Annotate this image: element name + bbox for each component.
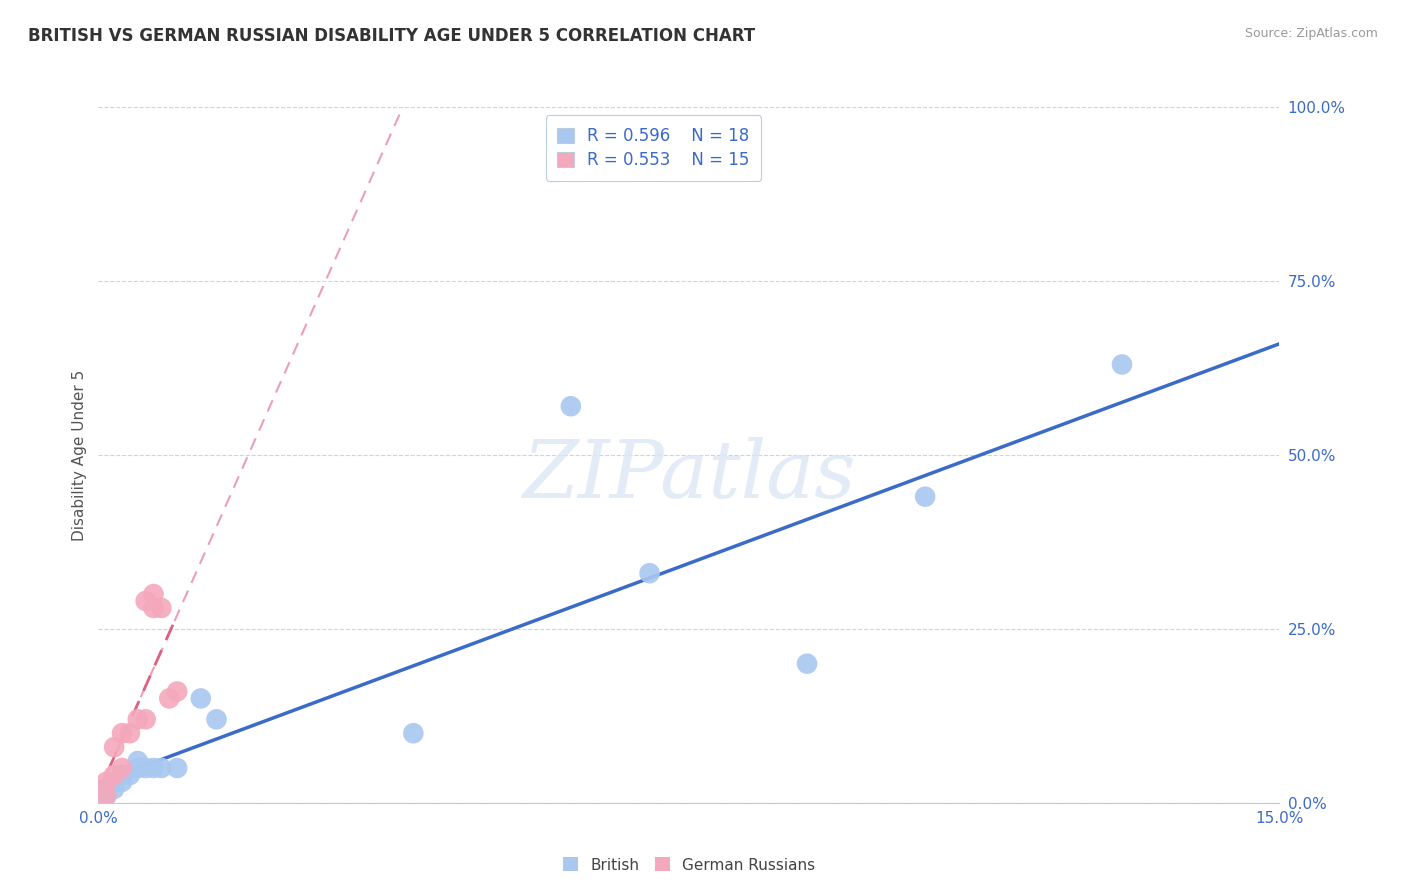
Point: [166, 684, 188, 698]
Text: Source: ZipAtlas.com: Source: ZipAtlas.com: [1244, 27, 1378, 40]
Point: [103, 768, 125, 782]
Point: [111, 768, 134, 782]
Y-axis label: Disability Age Under 5: Disability Age Under 5: [72, 369, 87, 541]
Point: [103, 775, 125, 789]
Point: [127, 754, 149, 768]
Point: [127, 761, 149, 775]
Point: [111, 726, 134, 740]
Point: [103, 740, 125, 755]
Point: [96, 789, 118, 803]
Point: [96, 775, 118, 789]
Point: [111, 775, 134, 789]
Point: [135, 594, 157, 608]
Point: [142, 601, 165, 615]
Point: [157, 691, 180, 706]
Point: [135, 761, 157, 775]
Point: [150, 601, 173, 615]
Point: [96, 789, 118, 803]
Point: [111, 761, 134, 775]
Point: [1111, 358, 1133, 372]
Point: [190, 691, 212, 706]
Point: [205, 712, 228, 726]
Point: [96, 781, 118, 796]
Legend: British, German Russians: British, German Russians: [557, 851, 821, 879]
Point: [103, 781, 125, 796]
Point: [118, 768, 141, 782]
Point: [914, 490, 936, 504]
Point: [560, 399, 582, 413]
Point: [142, 587, 165, 601]
Point: [142, 761, 165, 775]
Text: ZIPatlas: ZIPatlas: [522, 437, 856, 515]
Point: [135, 712, 157, 726]
Point: [166, 761, 188, 775]
Point: [127, 712, 149, 726]
Point: [118, 726, 141, 740]
Point: [402, 726, 425, 740]
Point: [638, 566, 661, 581]
Point: [150, 761, 173, 775]
Point: [796, 657, 818, 671]
Text: BRITISH VS GERMAN RUSSIAN DISABILITY AGE UNDER 5 CORRELATION CHART: BRITISH VS GERMAN RUSSIAN DISABILITY AGE…: [28, 27, 755, 45]
